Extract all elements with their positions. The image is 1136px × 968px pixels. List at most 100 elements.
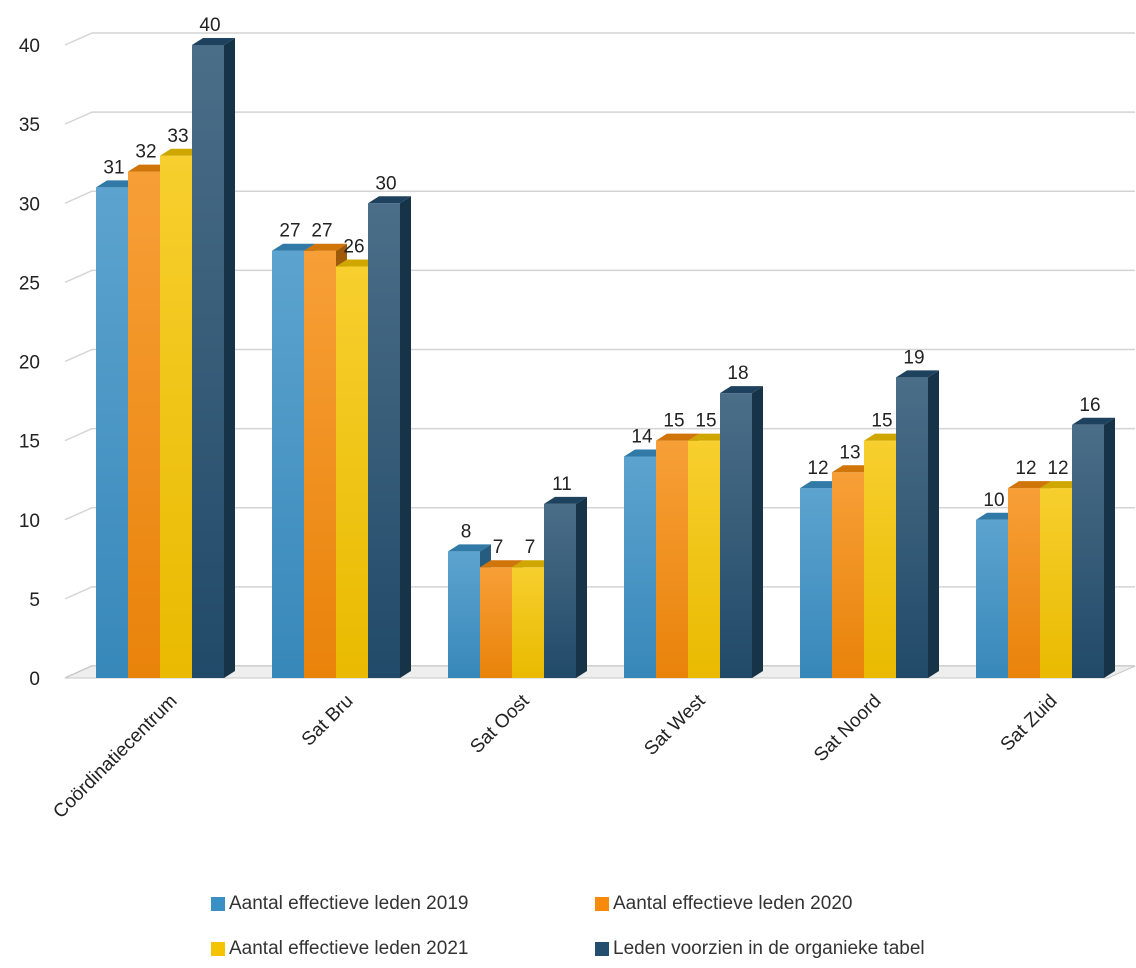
data-label: 32	[135, 142, 156, 163]
bar-front	[976, 519, 1008, 678]
bar	[896, 370, 939, 678]
data-label: 16	[1079, 395, 1100, 416]
bar	[544, 496, 587, 678]
data-label: 30	[375, 173, 396, 194]
data-label: 33	[167, 126, 188, 147]
gridline	[64, 427, 1135, 442]
bar-top	[656, 433, 699, 441]
y-tick-label: 5	[29, 590, 40, 611]
data-label: 27	[279, 221, 300, 242]
bar-top	[368, 196, 411, 204]
bar-front	[368, 203, 400, 678]
bar	[1072, 417, 1115, 678]
data-label: 26	[343, 237, 364, 258]
bar-front	[1072, 424, 1104, 678]
bar-front	[304, 250, 336, 678]
y-tick-label: 15	[19, 432, 40, 453]
bar-side	[224, 38, 235, 678]
y-tick-label: 0	[29, 669, 40, 690]
y-tick-label: 10	[19, 511, 40, 532]
bar-front	[128, 171, 160, 678]
gridline	[64, 348, 1135, 363]
bar-top	[544, 496, 587, 504]
gridline	[64, 111, 1135, 125]
bar-front	[800, 488, 832, 678]
bar-front	[1040, 488, 1072, 678]
data-label: 12	[807, 458, 828, 479]
x-tick-label: Sat Zuid	[997, 691, 1062, 756]
bar-front	[720, 393, 752, 678]
bar-top	[480, 560, 523, 568]
bar-front	[160, 155, 192, 678]
x-axis: Coördinatiecentrum Sat Bru Sat Oost Sat Wes…	[49, 690, 1061, 823]
data-label: 12	[1015, 458, 1036, 479]
bars	[96, 38, 1115, 679]
bar-front	[544, 503, 576, 678]
gridline	[64, 507, 1135, 521]
data-label: 15	[695, 411, 716, 432]
bar-front	[688, 440, 720, 678]
bar-front	[512, 567, 544, 678]
bar-top	[448, 544, 491, 552]
bar-top	[272, 243, 315, 251]
bar-top	[192, 38, 235, 45]
y-axis: 0 5 10 15 20 25 30 35 40	[19, 36, 40, 690]
bar-side	[752, 386, 763, 678]
bar-top	[1008, 481, 1051, 489]
y-tick-label: 35	[19, 115, 40, 136]
data-label: 19	[903, 347, 924, 368]
bar-front	[896, 377, 928, 678]
data-label: 14	[631, 426, 653, 447]
bar-top	[896, 370, 939, 378]
bar-side	[1104, 417, 1115, 678]
bar-front	[96, 187, 128, 679]
gridline	[64, 32, 1135, 46]
data-label: 40	[199, 15, 220, 36]
data-label: 7	[525, 537, 536, 558]
bar	[720, 386, 763, 678]
bar-side	[576, 496, 587, 678]
data-label: 31	[103, 157, 124, 178]
bar	[368, 196, 411, 678]
bar-front	[864, 440, 896, 678]
bar-front	[192, 45, 224, 678]
x-tick-label: Sat West	[640, 690, 710, 760]
y-tick-label: 40	[19, 36, 40, 57]
gridline	[64, 269, 1135, 284]
y-tick-label: 25	[19, 273, 40, 294]
bar-front	[272, 250, 304, 678]
bar-front	[336, 266, 368, 678]
gridline	[64, 190, 1135, 204]
bar-front	[624, 456, 656, 678]
bar	[192, 38, 235, 678]
x-tick-label: Coördinatiecentrum	[49, 691, 181, 823]
y-tick-label: 30	[19, 194, 40, 215]
bar-side	[400, 196, 411, 678]
gridline	[64, 586, 1135, 600]
bar-top	[720, 386, 763, 394]
data-label: 13	[839, 442, 860, 463]
bar-top	[1072, 417, 1115, 425]
x-tick-label: Sat Oost	[466, 690, 534, 758]
x-tick-label: Sat Noord	[810, 691, 885, 766]
y-tick-label: 20	[19, 353, 40, 374]
bar-front	[1008, 488, 1040, 678]
data-label: 18	[727, 363, 748, 384]
data-label: 15	[663, 411, 684, 432]
bar-side	[928, 370, 939, 678]
data-label: 10	[983, 490, 1004, 511]
data-label: 7	[493, 537, 504, 558]
data-label: 8	[461, 521, 472, 542]
data-label: 12	[1047, 458, 1068, 479]
bar-front	[656, 440, 688, 678]
x-tick-label: Sat Bru	[298, 691, 358, 751]
bar-front	[480, 567, 512, 678]
data-label: 15	[871, 411, 892, 432]
data-label: 11	[552, 474, 572, 495]
data-label: 27	[311, 221, 332, 242]
bar-top	[304, 243, 347, 251]
bar-front	[832, 472, 864, 678]
